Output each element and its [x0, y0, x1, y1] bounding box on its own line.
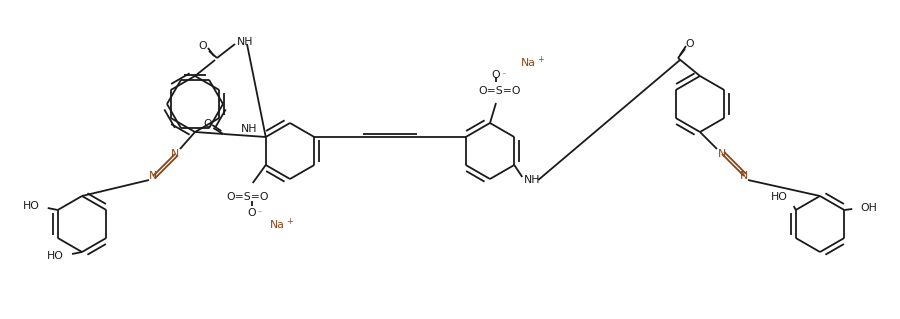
Text: O=S=O: O=S=O — [227, 192, 269, 202]
Text: HO: HO — [47, 251, 64, 261]
Text: NH: NH — [524, 175, 541, 185]
Text: HO: HO — [771, 192, 788, 202]
Text: O: O — [491, 70, 500, 80]
Text: N: N — [740, 171, 748, 181]
Text: O=S=O: O=S=O — [479, 86, 521, 96]
Text: Na: Na — [520, 58, 536, 68]
Text: N: N — [171, 149, 179, 159]
Text: O: O — [199, 41, 207, 51]
Text: O: O — [686, 39, 694, 49]
Text: NH: NH — [237, 37, 254, 47]
Text: ⁻: ⁻ — [257, 209, 262, 218]
Text: N: N — [718, 149, 726, 159]
Text: OH: OH — [860, 203, 878, 213]
Text: NH: NH — [241, 124, 257, 134]
Text: O: O — [203, 119, 212, 129]
Text: Na: Na — [270, 220, 285, 230]
Text: HO: HO — [22, 201, 40, 211]
Text: +: + — [536, 56, 544, 64]
Text: N: N — [148, 171, 157, 181]
Text: O: O — [248, 208, 256, 218]
Text: +: + — [286, 218, 293, 226]
Text: ⁻: ⁻ — [502, 70, 506, 79]
